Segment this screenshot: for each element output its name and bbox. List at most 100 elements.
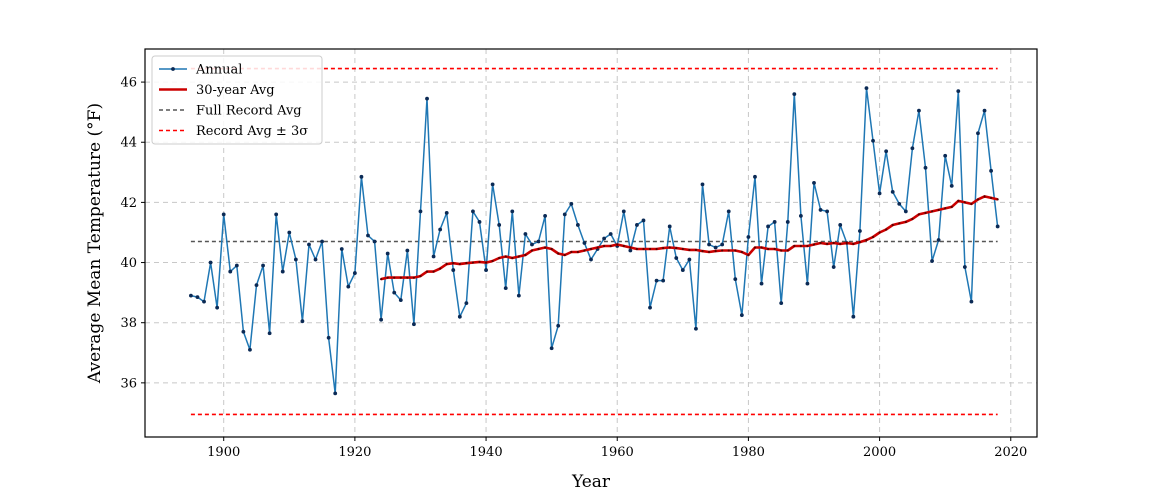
annual-data-point xyxy=(431,254,436,259)
thirty-year-avg-point xyxy=(393,276,396,279)
annual-data-point xyxy=(917,108,921,113)
thirty-year-avg-point xyxy=(498,256,501,260)
annual-data-point xyxy=(956,89,961,94)
annual-data-point xyxy=(648,305,652,310)
annual-data-point xyxy=(412,322,416,327)
annual-data-point xyxy=(503,286,508,291)
thirty-year-avg-point xyxy=(957,199,960,202)
annual-data-point xyxy=(333,391,338,396)
thirty-year-avg-point xyxy=(629,246,632,249)
thirty-year-avg-point xyxy=(425,270,429,273)
annual-data-point xyxy=(575,223,580,227)
thirty-year-avg-point xyxy=(445,262,448,266)
annual-data-point xyxy=(228,269,233,274)
annual-data-point xyxy=(536,239,541,244)
thirty-year-avg-point xyxy=(655,247,658,251)
annual-data-point xyxy=(779,301,784,306)
annual-data-point xyxy=(871,138,875,143)
annual-data-point xyxy=(982,108,987,113)
annual-data-point xyxy=(628,248,633,253)
thirty-year-avg-point xyxy=(557,252,560,255)
x-tick-label: 2000 xyxy=(863,445,896,460)
annual-data-point xyxy=(497,223,502,227)
annual-data-point xyxy=(405,248,410,253)
thirty-year-avg-point xyxy=(648,247,652,251)
annual-data-point xyxy=(949,183,954,188)
annual-data-point xyxy=(674,256,679,260)
thirty-year-avg-point xyxy=(753,246,757,249)
thirty-year-avg-point xyxy=(452,262,455,265)
annual-data-point xyxy=(753,174,757,179)
annual-data-point xyxy=(759,281,764,286)
annual-data-point xyxy=(556,323,561,328)
y-axis-title: Average Mean Temperature (°F) xyxy=(85,103,105,384)
thirty-year-avg-point xyxy=(524,253,527,257)
annual-data-point xyxy=(694,326,698,331)
annual-data-point xyxy=(707,242,711,247)
annual-data-point xyxy=(621,209,626,214)
annual-data-point xyxy=(877,191,882,196)
annual-data-point xyxy=(471,209,475,214)
annual-data-point xyxy=(346,284,351,289)
annual-data-point xyxy=(248,347,252,352)
annual-data-point xyxy=(385,251,390,256)
legend-swatch-annual-marker xyxy=(171,67,175,71)
annual-data-point xyxy=(221,212,226,217)
thirty-year-avg-point xyxy=(937,208,940,212)
thirty-year-avg-point xyxy=(603,244,606,248)
thirty-year-avg-point xyxy=(963,201,966,204)
thirty-year-avg-point xyxy=(826,242,829,246)
annual-data-point xyxy=(274,212,279,217)
thirty-year-avg-point xyxy=(819,241,822,245)
plot-frame xyxy=(144,48,1038,438)
annual-data-point xyxy=(582,241,587,245)
thirty-year-avg-point xyxy=(852,242,855,246)
annual-data-point xyxy=(490,182,495,187)
annual-data-point xyxy=(339,247,344,251)
thirty-year-avg-point xyxy=(530,249,534,252)
thirty-year-avg-point xyxy=(721,249,724,252)
thirty-year-avg-point xyxy=(734,249,737,252)
thirty-year-avg-point xyxy=(635,247,639,251)
annual-data-point xyxy=(444,211,449,215)
annual-data-point xyxy=(910,146,915,151)
thirty-year-avg-point xyxy=(668,246,671,249)
thirty-year-avg-point xyxy=(583,249,586,252)
series-layer xyxy=(189,86,1000,396)
thirty-year-avg-point xyxy=(976,198,980,201)
x-tick-label: 1980 xyxy=(732,445,765,460)
thirty-year-avg-point xyxy=(563,253,566,257)
thirty-year-avg-point xyxy=(707,250,711,254)
annual-data-point xyxy=(510,209,515,214)
x-tick-label: 1900 xyxy=(207,445,240,460)
annual-data-point xyxy=(798,214,803,218)
thirty-year-avg-point xyxy=(891,223,894,227)
thirty-year-avg-point xyxy=(675,247,678,250)
thirty-year-avg-point xyxy=(471,261,475,264)
thirty-year-avg-point xyxy=(793,244,796,248)
annual-data-point xyxy=(326,335,331,340)
y-tick-label: 42 xyxy=(120,196,137,211)
thirty-year-avg-point xyxy=(766,247,770,251)
thirty-year-avg-point xyxy=(517,255,520,258)
legend-label: Annual xyxy=(195,63,242,78)
thirty-year-avg-point xyxy=(930,210,934,213)
annual-data-point xyxy=(530,242,534,247)
annual-data-point xyxy=(687,257,692,262)
annual-data-point xyxy=(300,319,305,324)
thirty-year-avg-point xyxy=(465,262,468,265)
thirty-year-avg-point xyxy=(543,246,547,249)
annual-data-point xyxy=(549,346,554,351)
annual-data-point xyxy=(720,242,725,247)
annual-data-point xyxy=(746,235,751,239)
annual-data-point xyxy=(654,278,659,283)
thirty-year-avg-point xyxy=(380,277,383,281)
annual-data-point xyxy=(976,131,980,136)
annual-data-point xyxy=(739,313,744,318)
annual-data-point xyxy=(307,242,311,247)
annual-data-point xyxy=(680,268,685,272)
annual-data-point xyxy=(989,168,993,173)
annual-data-point xyxy=(451,268,456,272)
annual-data-point xyxy=(287,230,292,235)
annual-data-point xyxy=(890,189,895,194)
